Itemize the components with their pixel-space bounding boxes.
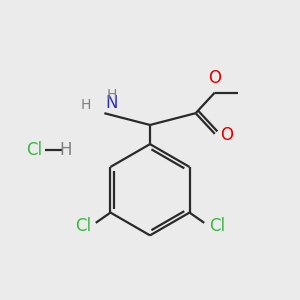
Text: Cl: Cl <box>209 217 225 235</box>
Text: O: O <box>208 69 221 87</box>
Text: H: H <box>60 141 72 159</box>
Text: N: N <box>106 94 118 112</box>
Text: Cl: Cl <box>26 141 42 159</box>
Text: O: O <box>220 126 233 144</box>
Text: H: H <box>106 88 116 102</box>
Text: Cl: Cl <box>75 217 91 235</box>
Text: H: H <box>81 98 91 112</box>
